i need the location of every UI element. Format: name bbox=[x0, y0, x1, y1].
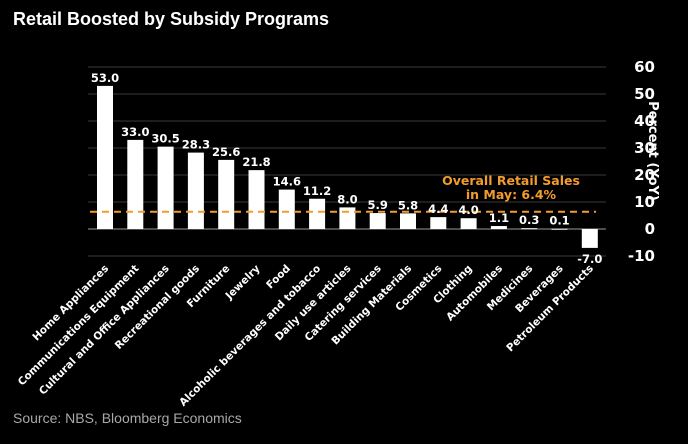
x-tick-label: Communications Equipment bbox=[16, 263, 142, 389]
y-axis-ticks: 60 50 40 30 20 10 0 -10 bbox=[628, 58, 655, 265]
data-label: 30.5 bbox=[151, 132, 179, 146]
data-label: 5.9 bbox=[368, 198, 388, 212]
bar bbox=[97, 85, 113, 230]
bar bbox=[248, 170, 265, 229]
y-axis-label: Percent (YoY) bbox=[645, 101, 660, 201]
data-label: -7.0 bbox=[577, 252, 602, 266]
y-tick-label: 0 bbox=[645, 220, 655, 238]
data-label: 28.3 bbox=[182, 138, 210, 152]
bar bbox=[430, 217, 447, 229]
bar bbox=[400, 213, 416, 229]
data-label: 33.0 bbox=[121, 125, 149, 139]
x-tick-label: Food bbox=[264, 263, 293, 292]
data-label: 0.3 bbox=[519, 213, 539, 227]
bar bbox=[339, 207, 356, 229]
bar bbox=[551, 228, 568, 230]
data-labels: 53.0 33.0 30.5 28.325.621.814.611.2 8.0 5.9 5.… bbox=[91, 71, 603, 266]
data-label: 8.0 bbox=[337, 192, 357, 206]
bar bbox=[490, 226, 507, 229]
y-tick-label: -10 bbox=[628, 247, 655, 265]
data-label: 21.8 bbox=[242, 155, 270, 169]
bar bbox=[157, 146, 174, 229]
bar bbox=[127, 139, 144, 229]
bar bbox=[369, 213, 386, 229]
reference-annotation-line1: Overall Retail Sales bbox=[442, 173, 580, 188]
y-tick-label: 30 bbox=[634, 139, 655, 157]
x-tick-label: Alcoholic beverages and tobacco bbox=[177, 263, 323, 409]
data-label: 4.4 bbox=[428, 202, 448, 216]
bar bbox=[309, 198, 326, 229]
x-tick-label: Cultural and Office Appliances bbox=[37, 263, 172, 398]
bar bbox=[187, 152, 204, 229]
y-tick-label: 60 bbox=[634, 58, 655, 76]
data-label: 4.0 bbox=[458, 203, 478, 217]
y-tick-label: 10 bbox=[634, 193, 655, 211]
y-tick-label: 40 bbox=[634, 112, 655, 130]
data-label: 5.8 bbox=[398, 198, 418, 212]
y-tick-label: 20 bbox=[634, 166, 655, 184]
bar bbox=[460, 218, 477, 229]
bar bbox=[581, 229, 598, 248]
chart-title: Retail Boosted by Subsidy Programs bbox=[13, 9, 330, 29]
source-note: Source: NBS, Bloomberg Economics bbox=[13, 410, 242, 426]
bar bbox=[278, 189, 295, 229]
data-label: 53.0 bbox=[91, 71, 119, 85]
y-tick-label: 50 bbox=[634, 85, 655, 103]
bar bbox=[521, 228, 538, 230]
reference-annotation-line2: in May: 6.4% bbox=[466, 187, 557, 202]
data-label: 11.2 bbox=[303, 184, 331, 198]
data-label: 25.6 bbox=[212, 145, 240, 159]
gridlines bbox=[88, 66, 606, 257]
data-label: 14.6 bbox=[273, 175, 301, 189]
bar bbox=[218, 159, 235, 229]
data-label: 0.1 bbox=[549, 214, 569, 228]
data-label: 1.1 bbox=[489, 211, 509, 225]
